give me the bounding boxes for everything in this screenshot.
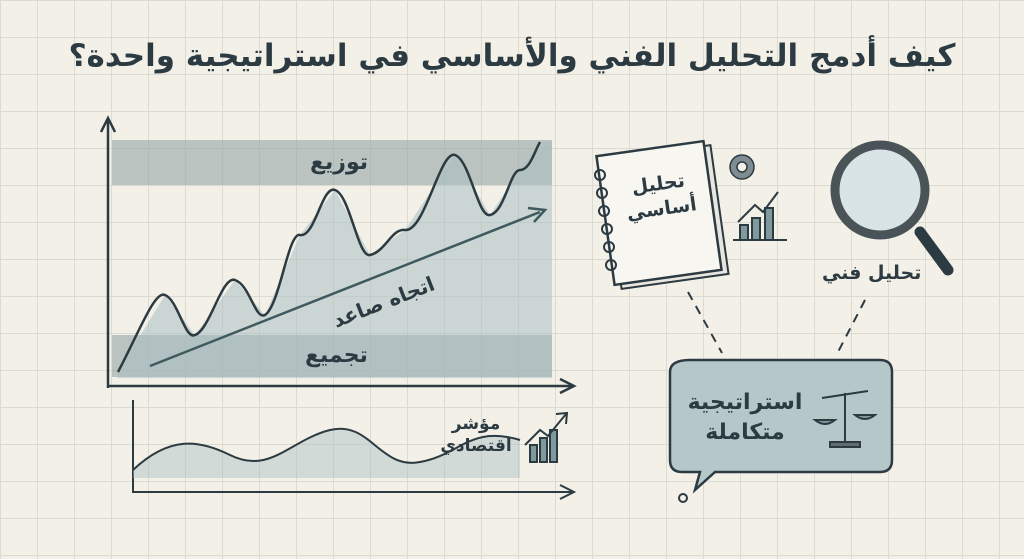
strategy-label-line2: متكاملة [705,420,785,445]
arrow-head [527,206,548,223]
indicator-label: مؤشر اقتصادي [430,413,522,457]
uptrend-arrow [149,210,541,368]
bar-chart-icon [733,191,787,241]
price-area [118,142,552,378]
notebook-icon [594,139,730,291]
indicator-label-line2: اقتصادي [440,436,512,456]
connector-technical [837,299,866,353]
connector-fundamental [687,291,723,354]
strategy-label-line1: استراتيجية [687,390,803,415]
gear-icon [729,154,755,180]
technical-label: تحليل فني [822,262,922,284]
growth-chart-icon [524,411,569,463]
strategy-label: استراتيجية متكاملة [680,388,810,448]
magnifier-icon [830,140,954,276]
distribution-band [112,140,552,185]
distribution-label: توزيع [310,150,369,175]
page-title: كيف أدمج التحليل الفني والأساسي في استرا… [68,38,956,74]
price-line [116,141,542,373]
accumulation-label: تجميع [305,343,368,368]
indicator-label-line1: مؤشر [451,414,501,434]
bubble-dot [678,493,688,503]
strategy-bubble [668,358,894,494]
scales-icon [812,390,878,448]
indicator-wave [133,428,520,478]
